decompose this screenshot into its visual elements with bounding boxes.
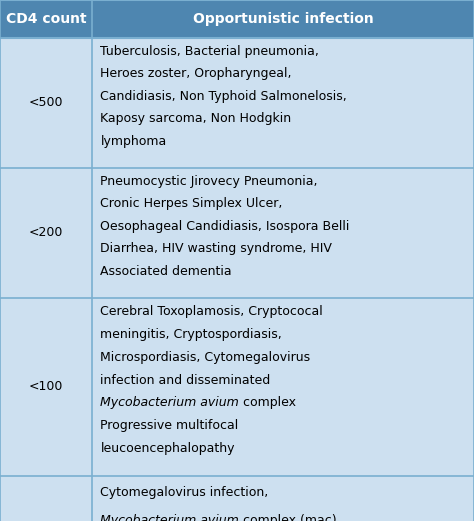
Bar: [0, 38, 474, 168]
Bar: [0, 298, 474, 476]
Text: Mycobacterium avium: Mycobacterium avium: [100, 514, 239, 521]
Text: <100: <100: [29, 380, 64, 393]
Text: Associated dementia: Associated dementia: [100, 265, 232, 278]
Text: Oesophageal Candidiasis, Isospora Belli: Oesophageal Candidiasis, Isospora Belli: [100, 220, 350, 233]
Bar: [0, 476, 474, 521]
Text: Pneumocystic Jirovecy Pneumonia,: Pneumocystic Jirovecy Pneumonia,: [100, 175, 318, 188]
Bar: [0, 168, 474, 298]
Text: Progressive multifocal: Progressive multifocal: [100, 419, 239, 432]
Text: Kaposy sarcoma, Non Hodgkin: Kaposy sarcoma, Non Hodgkin: [100, 112, 292, 125]
Bar: [0, 0, 474, 38]
Text: Cronic Herpes Simplex Ulcer,: Cronic Herpes Simplex Ulcer,: [100, 197, 283, 210]
Text: Diarrhea, HIV wasting syndrome, HIV: Diarrhea, HIV wasting syndrome, HIV: [100, 242, 332, 255]
Text: Candidiasis, Non Typhoid Salmonelosis,: Candidiasis, Non Typhoid Salmonelosis,: [100, 90, 347, 103]
Text: Tuberculosis, Bacterial pneumonia,: Tuberculosis, Bacterial pneumonia,: [100, 45, 319, 58]
Text: Mycobacterium avium: Mycobacterium avium: [100, 396, 239, 410]
Text: CD4 count: CD4 count: [6, 12, 87, 26]
Text: Heroes zoster, Oropharyngeal,: Heroes zoster, Oropharyngeal,: [100, 67, 292, 80]
Text: complex: complex: [239, 396, 296, 410]
Text: infection and disseminated: infection and disseminated: [100, 374, 271, 387]
Text: leucoencephalopathy: leucoencephalopathy: [100, 442, 235, 455]
Text: Cytomegalovirus infection,: Cytomegalovirus infection,: [100, 486, 269, 499]
Text: lymphoma: lymphoma: [100, 134, 167, 147]
Text: meningitis, Cryptospordiasis,: meningitis, Cryptospordiasis,: [100, 328, 282, 341]
Text: complex (mac),: complex (mac),: [239, 514, 341, 521]
Text: Microspordiasis, Cytomegalovirus: Microspordiasis, Cytomegalovirus: [100, 351, 310, 364]
Text: <500: <500: [29, 96, 64, 109]
Text: Cerebral Toxoplamosis, Cryptococal: Cerebral Toxoplamosis, Cryptococal: [100, 305, 323, 318]
Text: Opportunistic infection: Opportunistic infection: [193, 12, 374, 26]
Text: <200: <200: [29, 227, 64, 240]
